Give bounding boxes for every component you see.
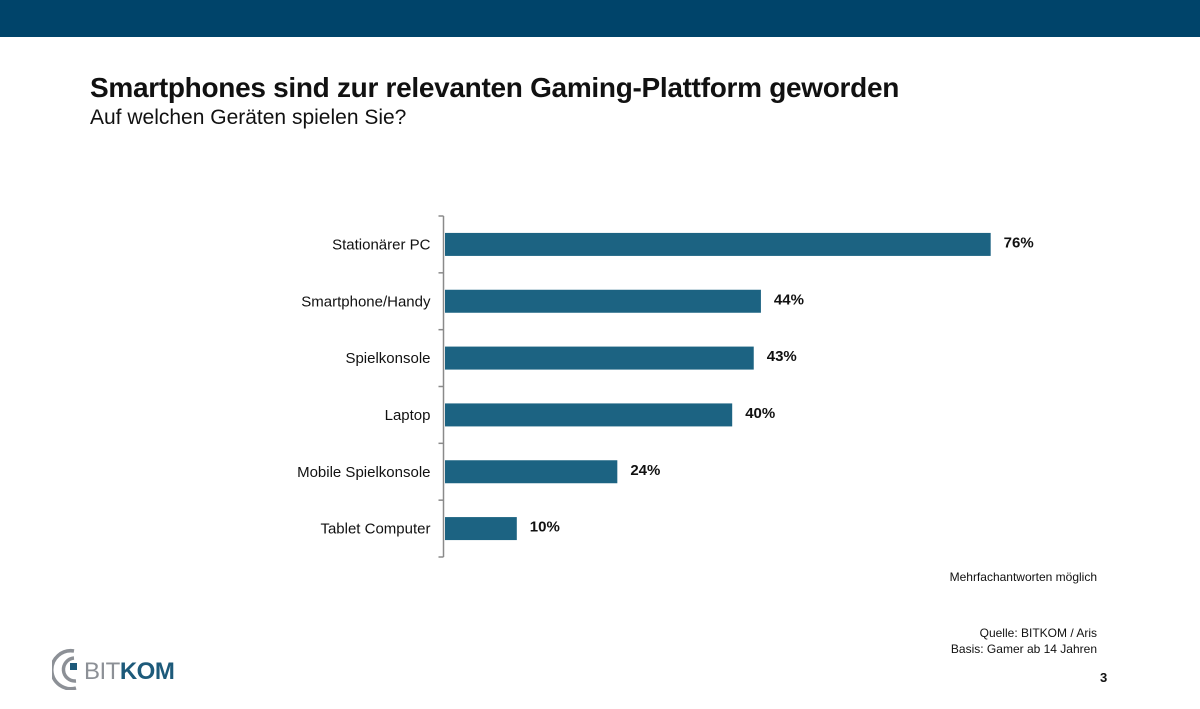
source-block: Quelle: BITKOM / Aris Basis: Gamer ab 14… bbox=[951, 625, 1097, 657]
value-label: 10% bbox=[530, 519, 560, 536]
bars bbox=[445, 232, 991, 541]
value-label: 40% bbox=[745, 405, 775, 422]
value-labels: 76% 44% 43% 40% 24% 10% bbox=[530, 234, 1034, 535]
multiple-answers-note: Mehrfachantworten möglich bbox=[949, 570, 1097, 584]
logo-text-kom: KOM bbox=[119, 658, 175, 685]
source-text: Quelle: BITKOM / Aris bbox=[979, 626, 1097, 640]
logo-wordmark: BITKOM bbox=[84, 658, 175, 686]
header-bar bbox=[0, 0, 1200, 37]
category-label: Stationärer PC bbox=[332, 236, 431, 253]
bar bbox=[445, 232, 991, 256]
bar bbox=[445, 403, 733, 427]
category-axis bbox=[438, 215, 445, 558]
category-label: Laptop bbox=[385, 407, 431, 424]
value-label: 43% bbox=[767, 348, 797, 365]
page-number: 3 bbox=[1100, 670, 1108, 685]
bar bbox=[445, 460, 618, 484]
category-label: Smartphone/Handy bbox=[301, 293, 431, 310]
category-label: Tablet Computer bbox=[320, 521, 430, 538]
basis-text: Basis: Gamer ab 14 Jahren bbox=[950, 642, 1097, 656]
value-label: 24% bbox=[630, 462, 660, 479]
category-label: Spielkonsole bbox=[345, 350, 430, 367]
page-subtitle: Auf welchen Geräten spielen Sie? bbox=[90, 106, 407, 129]
value-label: 76% bbox=[1004, 234, 1034, 251]
bar bbox=[445, 289, 761, 313]
bar bbox=[445, 346, 754, 370]
category-label: Mobile Spielkonsole bbox=[297, 464, 430, 481]
page-title: Smartphones sind zur relevanten Gaming-P… bbox=[90, 72, 900, 103]
bitkom-logo: BITKOM bbox=[52, 648, 192, 690]
logo-text-bit: BIT bbox=[84, 658, 120, 685]
bar bbox=[445, 517, 517, 541]
value-label: 44% bbox=[774, 291, 804, 308]
category-labels: Stationärer PC Smartphone/Handy Spielkonso… bbox=[297, 236, 431, 537]
logo-arcs-icon bbox=[52, 648, 77, 690]
